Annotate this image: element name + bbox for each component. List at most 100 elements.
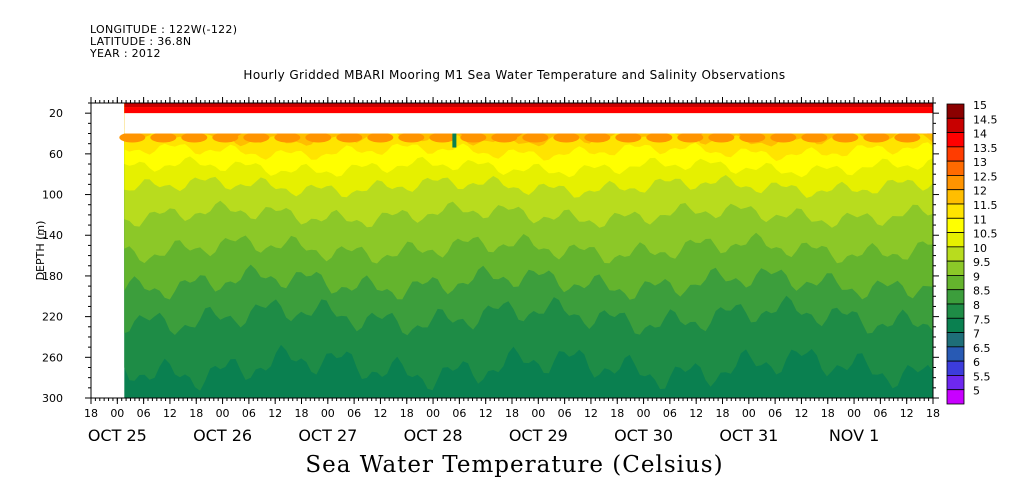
x-hour-label: 18 (84, 407, 98, 420)
warm-patch (212, 132, 239, 143)
x-day-label: OCT 30 (614, 426, 673, 445)
x-hour-label: 12 (794, 407, 808, 420)
colorbar-label: 6.5 (973, 342, 991, 355)
colorbar-label: 8.5 (973, 285, 991, 298)
colorbar-swatch (946, 103, 965, 119)
colorbar-label: 14 (973, 128, 987, 141)
x-hour-label: 06 (137, 407, 151, 420)
cold-spike (452, 133, 457, 148)
colorbar-label: 8 (973, 299, 980, 312)
longitude-text: LONGITUDE : 122W(-122) (90, 23, 238, 36)
data-gap (124, 113, 933, 134)
colorbar-label: 15 (973, 99, 987, 112)
colorbar-swatch (946, 360, 965, 376)
y-tick-label: 260 (42, 351, 63, 364)
warm-patch (305, 132, 332, 143)
x-hour-label: 00 (321, 407, 335, 420)
colorbar-label: 11 (973, 213, 987, 226)
location-metadata: LONGITUDE : 122W(-122) LATITUDE : 36.8N … (90, 24, 237, 60)
warm-patch (739, 132, 766, 143)
contour-fill-area (119, 103, 933, 398)
warm-patch (460, 132, 487, 143)
colorbar-swatch (946, 189, 965, 205)
x-hour-label: 12 (689, 407, 703, 420)
x-hour-label: 06 (242, 407, 256, 420)
colorbar-label: 6 (973, 356, 980, 369)
warm-patch (584, 132, 611, 143)
colorbar-swatch (946, 160, 965, 176)
x-hour-label: 00 (110, 407, 124, 420)
warm-patch (646, 132, 673, 143)
y-axis-label: DEPTH (m) (34, 221, 47, 281)
x-hour-label: 00 (847, 407, 861, 420)
variable-label: Sea Water Temperature (Celsius) (305, 452, 724, 478)
x-axis: 18 00 06 12 18 00 06 12 18 00 06 12 18 00 06 12 18 00 06 12… (84, 97, 940, 445)
colorbar-label: 13 (973, 156, 987, 169)
colorbar-swatch (946, 289, 965, 305)
surface-band (124, 103, 933, 108)
x-hour-label: 12 (373, 407, 387, 420)
x-hour-label: 00 (216, 407, 230, 420)
warm-patch (615, 132, 642, 143)
colorbar-swatch (946, 246, 965, 262)
x-hour-label: 18 (926, 407, 940, 420)
x-hour-label: 12 (900, 407, 914, 420)
colorbar-label: 5 (973, 385, 980, 398)
x-hour-label: 06 (663, 407, 677, 420)
colorbar-label: 7.5 (973, 313, 991, 326)
colorbar-swatch (946, 317, 965, 333)
colorbar-swatch (946, 117, 965, 133)
colorbar-swatch (946, 146, 965, 162)
colorbar-label: 7 (973, 328, 980, 341)
y-tick-label: 20 (49, 107, 63, 120)
latitude-text: LATITUDE : 36.8N (90, 35, 192, 48)
y-tick-label: 220 (42, 311, 63, 324)
x-hour-label: 18 (505, 407, 519, 420)
warm-patch (863, 132, 890, 143)
colorbar-swatch (946, 332, 965, 348)
colorbar-swatch (946, 203, 965, 219)
warm-patch (553, 132, 580, 143)
warm-patch (801, 132, 828, 143)
colorbar-label: 10.5 (973, 228, 998, 241)
colorbar-swatch (946, 303, 965, 319)
x-hour-label: 18 (400, 407, 414, 420)
x-hour-label: 12 (163, 407, 177, 420)
x-day-label: OCT 26 (193, 426, 252, 445)
x-hour-label: 12 (268, 407, 282, 420)
colorbar-label: 11.5 (973, 199, 998, 212)
warm-patch (274, 132, 301, 143)
warm-patch (119, 132, 146, 143)
x-hour-label: 18 (189, 407, 203, 420)
x-day-label: OCT 29 (509, 426, 568, 445)
y-tick-label: 140 (42, 229, 63, 242)
y-axis: 20 60 100 140 180 220 260 300 DEPTH (m) (34, 102, 939, 405)
x-hour-label: 06 (452, 407, 466, 420)
y-tick-label: 60 (49, 148, 63, 161)
colorbar-swatch (946, 275, 965, 291)
warm-patch (491, 132, 518, 143)
colorbar-label: 12 (973, 185, 987, 198)
x-hour-label: 06 (558, 407, 572, 420)
colorbar-label: 9 (973, 270, 980, 283)
warm-patch (150, 132, 177, 143)
colorbar-label: 12.5 (973, 170, 998, 183)
colorbar-swatch (946, 132, 965, 148)
x-day-label: OCT 31 (719, 426, 778, 445)
x-day-label: NOV 1 (829, 426, 880, 445)
x-hour-label: 12 (479, 407, 493, 420)
warm-patch (367, 132, 394, 143)
colorbar-swatch (946, 260, 965, 276)
x-hour-label: 00 (742, 407, 756, 420)
warm-patch (708, 132, 735, 143)
year-text: YEAR : 2012 (90, 47, 161, 60)
warm-patch (677, 132, 704, 143)
warm-patch (522, 132, 549, 143)
chart-title: Hourly Gridded MBARI Mooring M1 Sea Wate… (243, 68, 786, 82)
colorbar-label: 13.5 (973, 142, 998, 155)
colorbar-swatch (946, 346, 965, 362)
y-tick-label: 100 (42, 189, 63, 202)
colorbar-swatch (946, 175, 965, 191)
warm-patch (429, 132, 456, 143)
